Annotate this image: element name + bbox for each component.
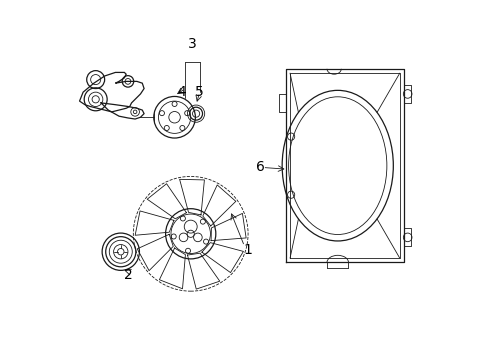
Text: 5: 5 [195,85,203,99]
Text: 2: 2 [123,268,132,282]
Text: 4: 4 [177,85,186,99]
Text: 1: 1 [243,243,252,257]
Text: 6: 6 [256,161,264,175]
Text: 3: 3 [188,37,197,51]
